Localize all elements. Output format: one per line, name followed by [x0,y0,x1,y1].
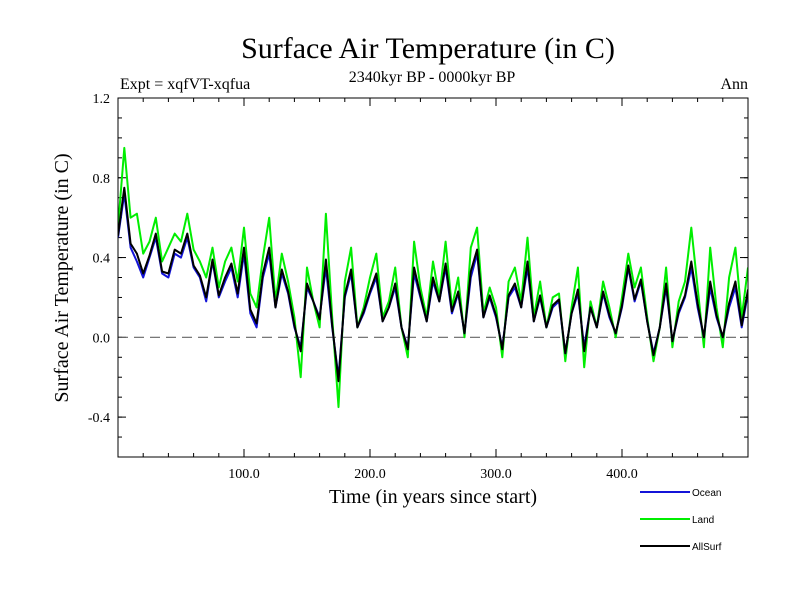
x-axis-label: Time (in years since start) [329,486,537,508]
legend-label-ocean: Ocean [692,488,721,499]
plot-series [118,146,748,409]
y-tick-label: 1.2 [93,92,111,107]
x-tick-label: 300.0 [480,467,512,482]
series-line-ocean [118,192,748,379]
legend-label-allsurf: AllSurf [692,542,722,553]
legend-label-land: Land [692,515,714,526]
experiment-label: Expt = xqfVT-xqfua [120,76,250,93]
x-tick-label: 200.0 [354,467,386,482]
chart-title: Surface Air Temperature (in C) [241,32,615,65]
y-axis-ticks: -0.4 0.0 0.4 0.8 1.2 [88,92,748,438]
legend: Ocean Land AllSurf [640,488,722,553]
x-tick-label: 100.0 [228,467,260,482]
y-axis-label: Surface Air Temperature (in C) [51,153,73,402]
y-tick-label: 0.4 [93,252,111,267]
x-tick-label: 400.0 [606,467,638,482]
y-tick-label: 0.0 [93,331,111,346]
plot-frame [117,97,749,458]
x-axis-ticks: 100.0 200.0 300.0 400.0 [142,98,724,482]
series-line-land [118,146,748,409]
y-tick-label: -0.4 [88,411,110,426]
y-tick-label: 0.8 [93,172,111,187]
chart-subtitle: 2340kyr BP - 0000kyr BP [349,69,516,86]
season-label: Ann [720,76,748,93]
series-line-allsurf [118,186,748,383]
